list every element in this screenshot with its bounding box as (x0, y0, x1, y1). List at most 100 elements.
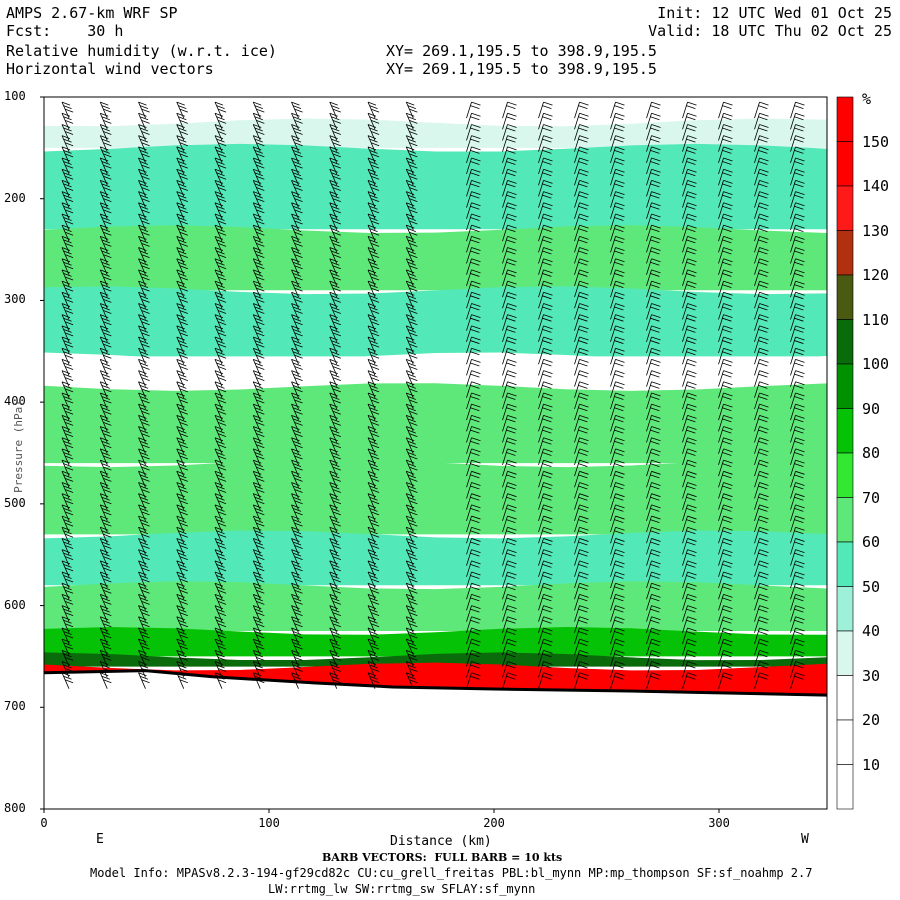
wind-barb (790, 504, 805, 521)
barb-staff (646, 348, 652, 365)
barb-staff (682, 471, 688, 488)
x-tick-label: 100 (258, 816, 280, 830)
wind-barb (754, 560, 769, 577)
barb-flag (723, 191, 733, 195)
barb-staff (466, 538, 472, 555)
wind-barb (610, 605, 625, 622)
barb-flag (63, 508, 72, 512)
barb-flag (650, 418, 660, 423)
barb-staff (754, 404, 760, 421)
barb-flag (139, 116, 149, 121)
barb-staff (682, 101, 688, 119)
barb-flag (687, 191, 697, 195)
barb-flag (406, 482, 415, 486)
barb-flag (506, 217, 516, 221)
barb-staff (466, 594, 472, 611)
barb-flag (686, 149, 696, 154)
barb-flag (409, 187, 418, 191)
barb-flag (61, 493, 71, 498)
barb-flag (758, 284, 768, 289)
barb-flag (256, 243, 265, 247)
wind-barb (610, 347, 625, 365)
barb-flag (178, 105, 187, 109)
barb-flag (141, 276, 150, 281)
barb-flag (141, 410, 150, 415)
barb-flag (291, 549, 300, 554)
barb-flag (217, 276, 227, 281)
barb-flag (141, 377, 150, 382)
barb-flag (367, 168, 377, 173)
barb-flag (176, 638, 185, 643)
barb-staff (754, 471, 760, 488)
barb-flag (254, 452, 263, 456)
barb-flag (331, 508, 340, 512)
barb-flag (543, 157, 553, 162)
barb-flag (291, 359, 300, 363)
barb-flag (406, 191, 415, 195)
barb-flag (506, 474, 516, 479)
barb-flag (506, 631, 516, 635)
barb-flag (329, 661, 338, 665)
barb-staff (754, 627, 760, 645)
wind-barb (754, 381, 769, 398)
barb-flag (369, 519, 378, 523)
barb-flag (542, 664, 552, 669)
barb-flag (794, 373, 804, 378)
barb-flag (650, 429, 660, 434)
wind-barb (754, 649, 769, 667)
wind-barb (574, 638, 589, 656)
barb-flag (214, 314, 224, 319)
barb-flag (332, 388, 341, 393)
y-tick-label: 200 (4, 190, 26, 205)
barb-flag (687, 280, 697, 285)
barb-flag (100, 336, 109, 341)
barb-flag (650, 384, 660, 389)
barb-flag (178, 418, 187, 423)
barb-flag (329, 247, 338, 251)
barb-flag (406, 538, 415, 542)
barb-flag (506, 161, 516, 165)
barb-flag (253, 191, 262, 195)
barb-flag (367, 616, 377, 621)
barb-flag (506, 250, 516, 255)
barb-flag (369, 541, 378, 546)
barb-flag (291, 135, 300, 140)
barb-flag (139, 284, 149, 288)
barb-staff (466, 639, 472, 656)
barb-staff (291, 672, 299, 689)
barb-flag (178, 116, 187, 121)
barb-staff (538, 146, 544, 163)
barb-flag (178, 631, 187, 635)
barb-flag (292, 239, 302, 244)
barb-flag (367, 247, 377, 251)
barb-flag (758, 239, 768, 244)
wind-barb (538, 146, 553, 163)
barb-flag (795, 191, 805, 195)
barb-flag (139, 261, 149, 266)
wind-barb (574, 247, 589, 264)
barb-flag (367, 392, 377, 397)
wind-barb (466, 168, 481, 186)
barb-flag (294, 545, 303, 549)
barb-flag (543, 549, 553, 554)
rh-band (44, 286, 827, 357)
barb-flag (294, 556, 303, 561)
barb-staff (610, 157, 616, 175)
barb-staff (574, 504, 580, 521)
barb-flag (542, 519, 552, 523)
barb-flag (64, 679, 74, 684)
barb-flag (61, 269, 71, 274)
barb-flag (794, 340, 804, 344)
barb-flag (650, 295, 660, 300)
barb-flag (178, 563, 187, 568)
barb-flag (507, 112, 517, 117)
barb-flag (369, 127, 378, 132)
barb-flag (217, 533, 227, 538)
barb-flag (176, 549, 185, 554)
barb-staff (538, 101, 544, 119)
wind-barb (682, 180, 697, 197)
barb-flag (332, 164, 341, 169)
barb-flag (61, 571, 71, 576)
barb-flag (543, 202, 553, 207)
barb-flag (103, 287, 112, 292)
